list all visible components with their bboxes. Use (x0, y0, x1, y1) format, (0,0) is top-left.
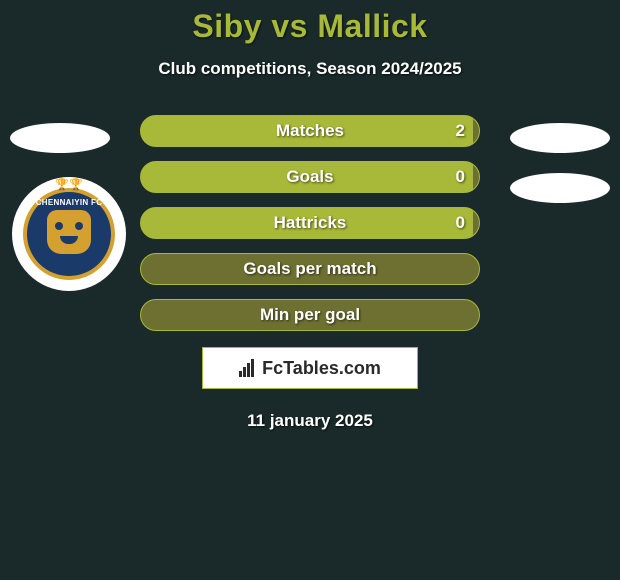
stat-row-gpm: Goals per match (0, 253, 620, 285)
stat-row-hattricks: Hattricks 0 (0, 207, 620, 239)
subtitle: Club competitions, Season 2024/2025 (0, 59, 620, 79)
stat-label: Goals per match (243, 259, 376, 279)
page-title: Siby vs Mallick (0, 8, 620, 45)
chart-icon (239, 359, 254, 377)
brand-banner[interactable]: FcTables.com (202, 347, 418, 389)
club-name: CHENNAIYIN FC (36, 198, 103, 207)
stat-label: Min per goal (260, 305, 360, 325)
stat-row-matches: Matches 2 (0, 115, 620, 147)
stat-label: Hattricks (274, 213, 347, 233)
stat-value: 0 (456, 213, 465, 233)
main-container: Siby vs Mallick Club competitions, Seaso… (0, 0, 620, 431)
stat-bar: Min per goal (140, 299, 480, 331)
stat-label: Matches (276, 121, 344, 141)
stat-bar: Hattricks 0 (140, 207, 480, 239)
date: 11 january 2025 (0, 411, 620, 431)
stat-value: 2 (456, 121, 465, 141)
stat-bar: Matches 2 (140, 115, 480, 147)
stat-bar: Goals per match (140, 253, 480, 285)
stat-label: Goals (286, 167, 333, 187)
stat-row-goals: Goals 0 (0, 161, 620, 193)
stat-bar: Goals 0 (140, 161, 480, 193)
stat-value: 0 (456, 167, 465, 187)
stat-row-mpg: Min per goal (0, 299, 620, 331)
brand-text: FcTables.com (262, 358, 381, 379)
